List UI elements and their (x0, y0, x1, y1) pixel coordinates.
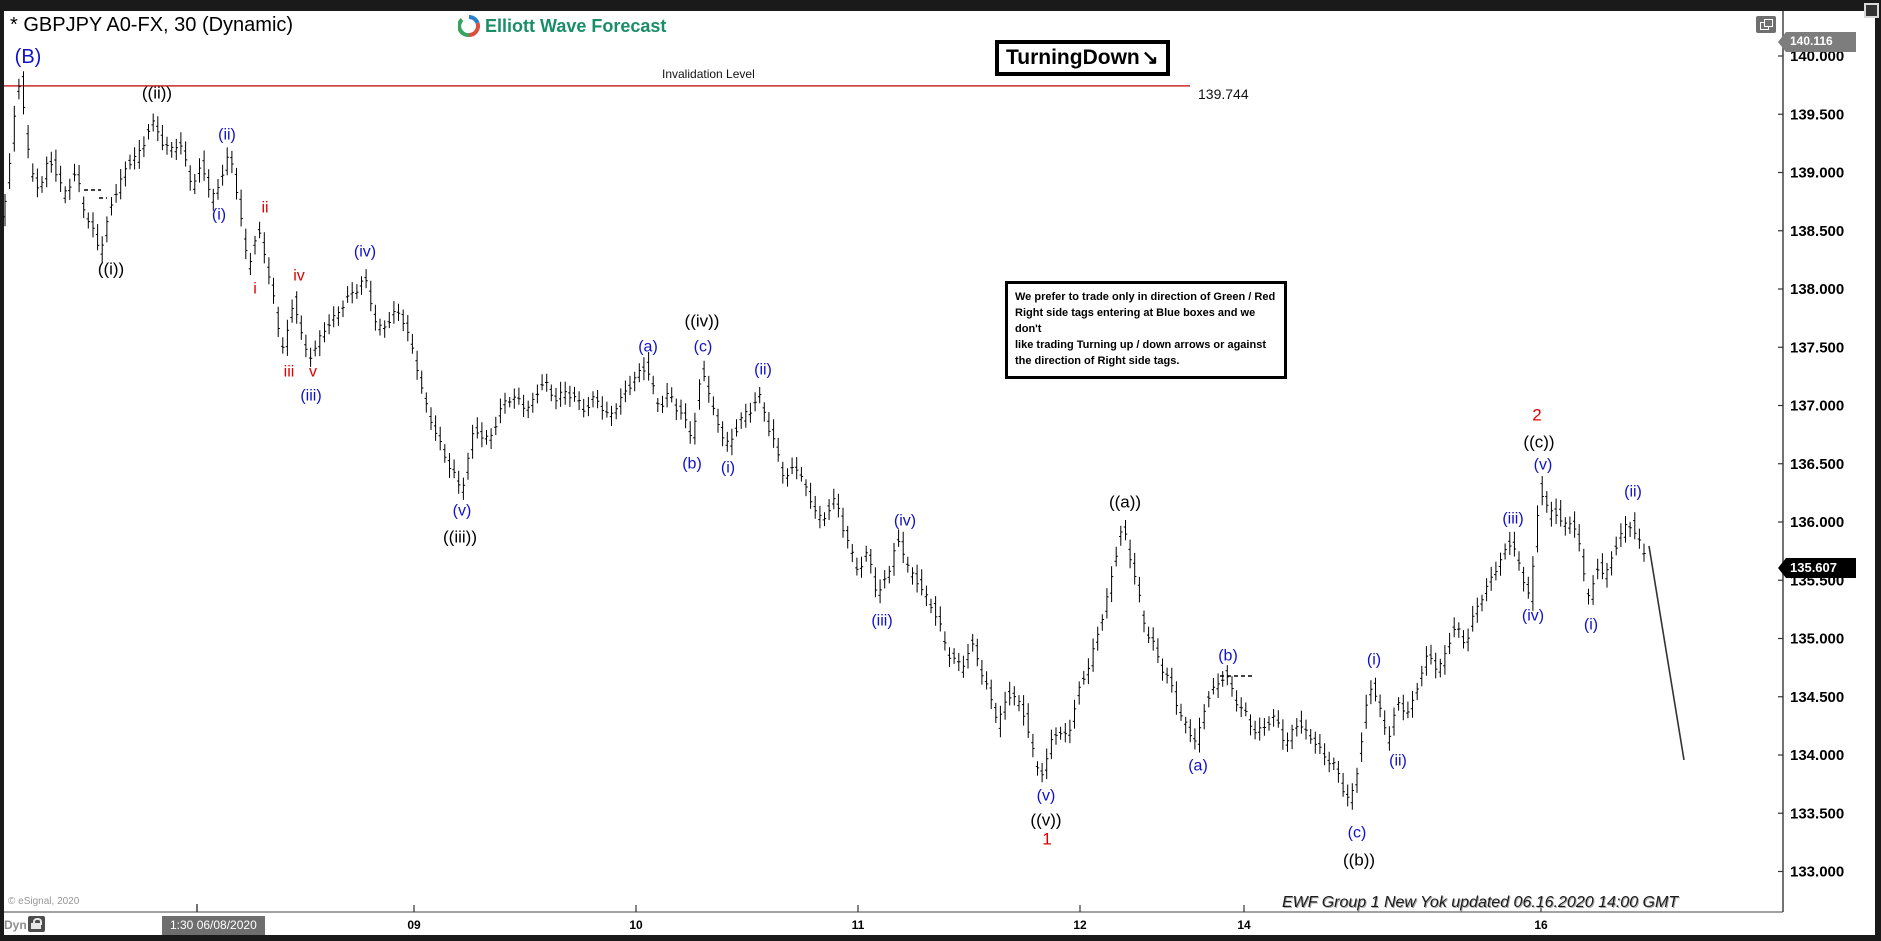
last-price-badge: 135.607 (1778, 557, 1856, 578)
lock-shackle (33, 918, 42, 925)
turning-down-box: TurningDown ↘ (995, 40, 1170, 76)
crosshair-time-badge: 1:30 06/08/2020 (162, 916, 265, 935)
lock-icon[interactable] (28, 916, 45, 932)
ewf-logo-icon (458, 15, 480, 37)
restore-window-icon[interactable] (1756, 16, 1776, 33)
session-high-price-badge: 140.116 (1778, 32, 1856, 53)
invalidation-level-label: Invalidation Level (662, 67, 755, 81)
trading-note-box: We prefer to trade only in direction of … (1005, 281, 1287, 379)
ewf-update-note: EWF Group 1 New Yok updated 06.16.2020 1… (1282, 894, 1679, 911)
lock-body (31, 923, 41, 929)
esignal-copyright: © eSignal, 2020 (8, 896, 80, 907)
ewf-logo: Elliott Wave Forecast (458, 15, 666, 37)
panel-corner-icon[interactable] (1864, 3, 1879, 18)
window-glyph-front (1764, 19, 1773, 27)
ewf-logo-text: Elliott Wave Forecast (485, 15, 667, 36)
invalidation-price-label: 139.744 (1198, 86, 1249, 102)
note-line: Right side tags entering at Blue boxes a… (1015, 306, 1256, 335)
note-line: We prefer to trade only in direction of … (1015, 291, 1276, 303)
turning-down-arrow-icon: ↘ (1141, 47, 1159, 69)
chart-title: * GBPJPY A0-FX, 30 (Dynamic) (10, 14, 294, 36)
note-line: the direction of Right side tags. (1015, 354, 1180, 367)
chart-surface (4, 11, 1875, 935)
note-line: like trading Turning up / down arrows or… (1015, 338, 1266, 351)
dyn-mode-label: Dyn (4, 918, 27, 932)
turning-down-label: TurningDown (1006, 46, 1140, 69)
